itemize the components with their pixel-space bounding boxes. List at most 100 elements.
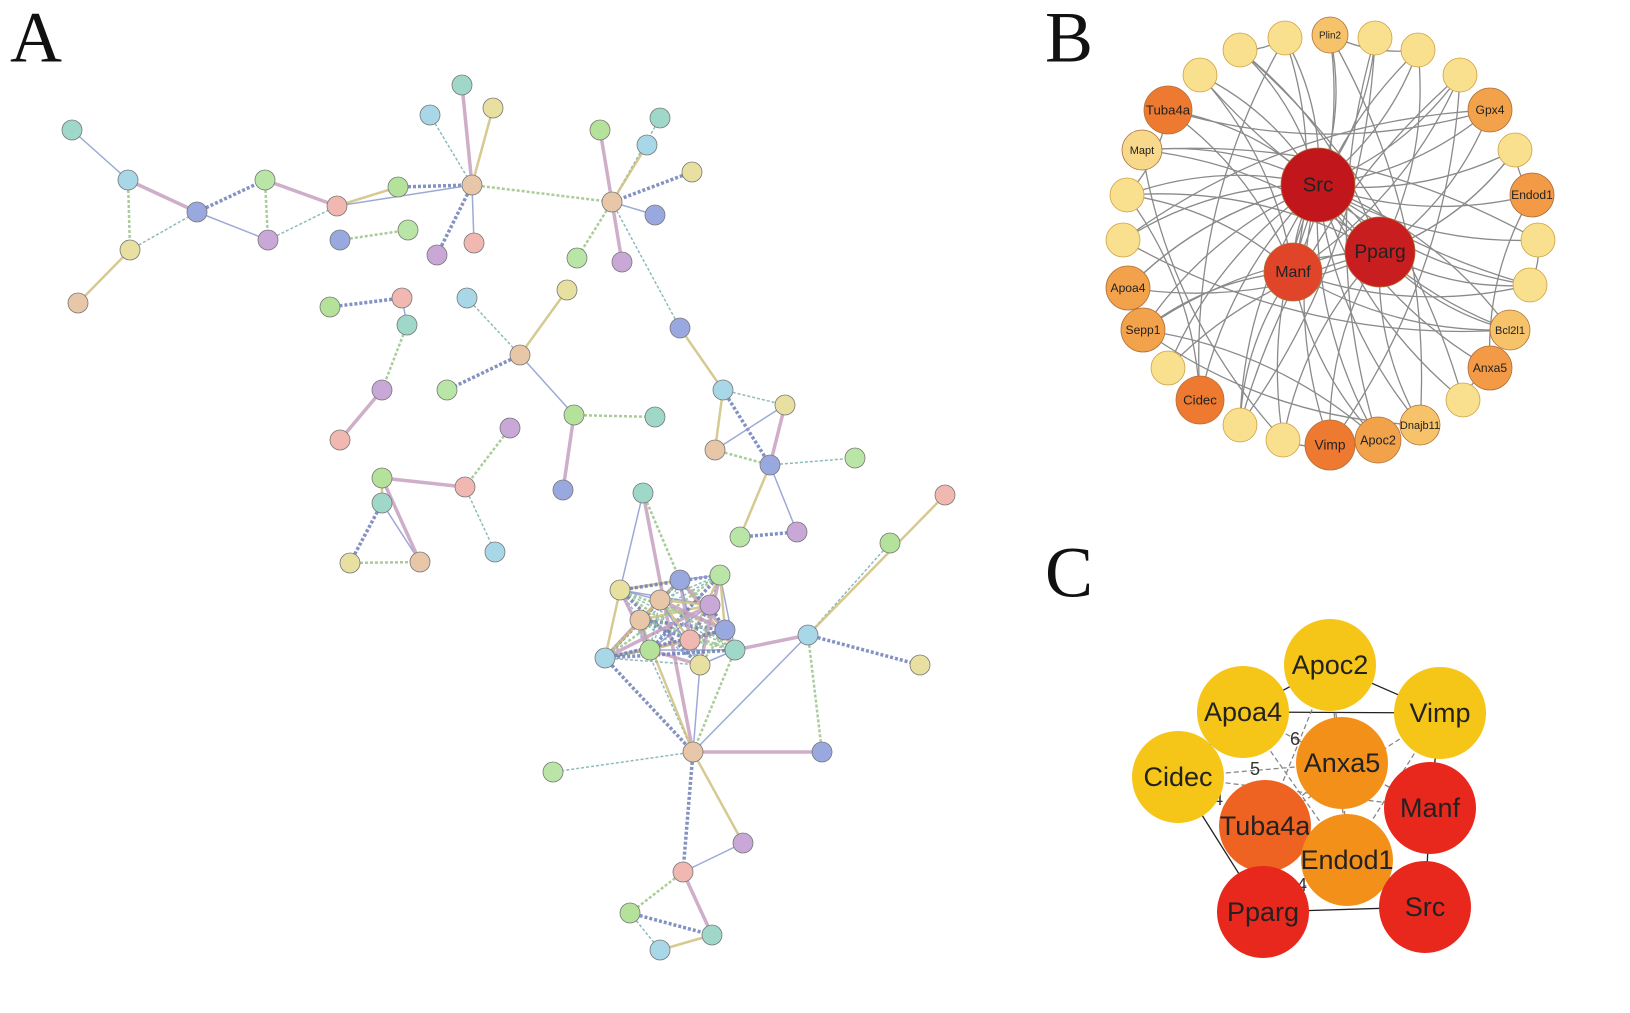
network-node <box>326 195 348 217</box>
network-edge <box>1199 74 1294 273</box>
network-edge <box>339 228 409 242</box>
network-node <box>1489 309 1531 351</box>
network-edge <box>619 492 644 591</box>
network-node <box>482 97 504 119</box>
node-label: Apoa4 <box>1204 697 1282 727</box>
network-edge <box>1239 74 1461 426</box>
network-edge <box>329 296 403 309</box>
network-node <box>1357 20 1393 56</box>
network-edge <box>641 492 695 753</box>
network-node <box>649 589 671 611</box>
network-node <box>1265 422 1301 458</box>
network-edge <box>692 664 701 753</box>
network-node <box>409 551 431 573</box>
network-edge <box>1167 109 1294 273</box>
network-node <box>254 169 276 191</box>
network-node <box>679 629 701 651</box>
network-edge <box>641 492 682 581</box>
network-node <box>1150 350 1186 386</box>
network-edge <box>681 751 695 873</box>
network-edge <box>734 633 809 652</box>
network-edge <box>639 574 721 621</box>
network-node <box>1509 172 1555 218</box>
network-node <box>589 119 611 141</box>
network-edge <box>573 413 656 419</box>
network-node <box>619 902 641 924</box>
network-node <box>1197 666 1289 758</box>
network-node <box>729 526 751 548</box>
network-edge <box>738 464 772 538</box>
network-node <box>563 404 585 426</box>
network-node <box>566 247 588 269</box>
network-node <box>371 467 393 489</box>
network-node <box>463 232 485 254</box>
node-label: Apoc2 <box>1292 650 1369 680</box>
network-edge <box>714 404 786 451</box>
network-edge <box>604 573 721 660</box>
node-label: Bcl2l1 <box>1495 325 1525 337</box>
network-node <box>436 379 458 401</box>
network-node <box>644 204 666 226</box>
network-edge <box>1242 711 1348 861</box>
network-edge <box>807 494 946 636</box>
network-node <box>1182 57 1218 93</box>
network-node <box>644 406 666 428</box>
network-node <box>724 639 746 661</box>
network-edge <box>722 389 786 406</box>
network-edge <box>618 588 702 667</box>
network-edge <box>681 871 714 936</box>
network-node <box>709 564 731 586</box>
network-edge <box>603 656 695 754</box>
network-node <box>1105 265 1151 311</box>
network-node <box>454 476 476 498</box>
network-node <box>499 417 521 439</box>
network-node <box>339 552 361 574</box>
network-node <box>1400 32 1436 68</box>
network-node <box>649 939 671 961</box>
network-node <box>669 569 691 591</box>
network-edge <box>336 184 473 207</box>
node-label: Dnajb11 <box>1400 420 1440 432</box>
network-edge <box>659 598 726 632</box>
network-node <box>117 169 139 191</box>
network-edge <box>659 574 721 601</box>
network-node <box>689 654 711 676</box>
node-label: Src <box>1405 892 1446 922</box>
network-edge <box>464 427 511 488</box>
network-edge <box>1198 37 1286 401</box>
network-edge <box>611 201 681 329</box>
network-edge <box>1239 49 1464 401</box>
node-label: Cidec <box>1143 762 1212 792</box>
network-edge <box>692 634 809 753</box>
network-edge <box>196 178 266 214</box>
network-node <box>397 219 419 241</box>
network-edge <box>1317 184 1464 401</box>
network-node <box>542 761 564 783</box>
network-node <box>509 344 531 366</box>
network-edge <box>1126 194 1201 401</box>
network-edge <box>806 634 824 753</box>
network-edge <box>264 178 338 208</box>
network-edge <box>1239 37 1376 426</box>
node-label: Src <box>1303 174 1334 196</box>
node-label: Plin2 <box>1319 31 1341 42</box>
network-edge <box>611 170 693 204</box>
network-edge <box>464 486 496 553</box>
edge-label: 6 <box>1290 729 1300 749</box>
network-edge <box>380 477 422 563</box>
node-label: Sepp1 <box>1126 323 1161 337</box>
network-edge <box>129 211 198 251</box>
network-edge <box>1122 239 1511 333</box>
network-edge <box>380 324 409 391</box>
network-edge <box>807 633 921 667</box>
network-node <box>387 176 409 198</box>
network-node <box>786 521 808 543</box>
network-node <box>601 191 623 213</box>
network-node <box>391 287 413 309</box>
network-edge <box>691 751 745 844</box>
network-node <box>714 619 736 641</box>
network-node <box>682 741 704 763</box>
network-edge <box>338 388 384 442</box>
network-node <box>1267 20 1303 56</box>
network-node <box>456 287 478 309</box>
